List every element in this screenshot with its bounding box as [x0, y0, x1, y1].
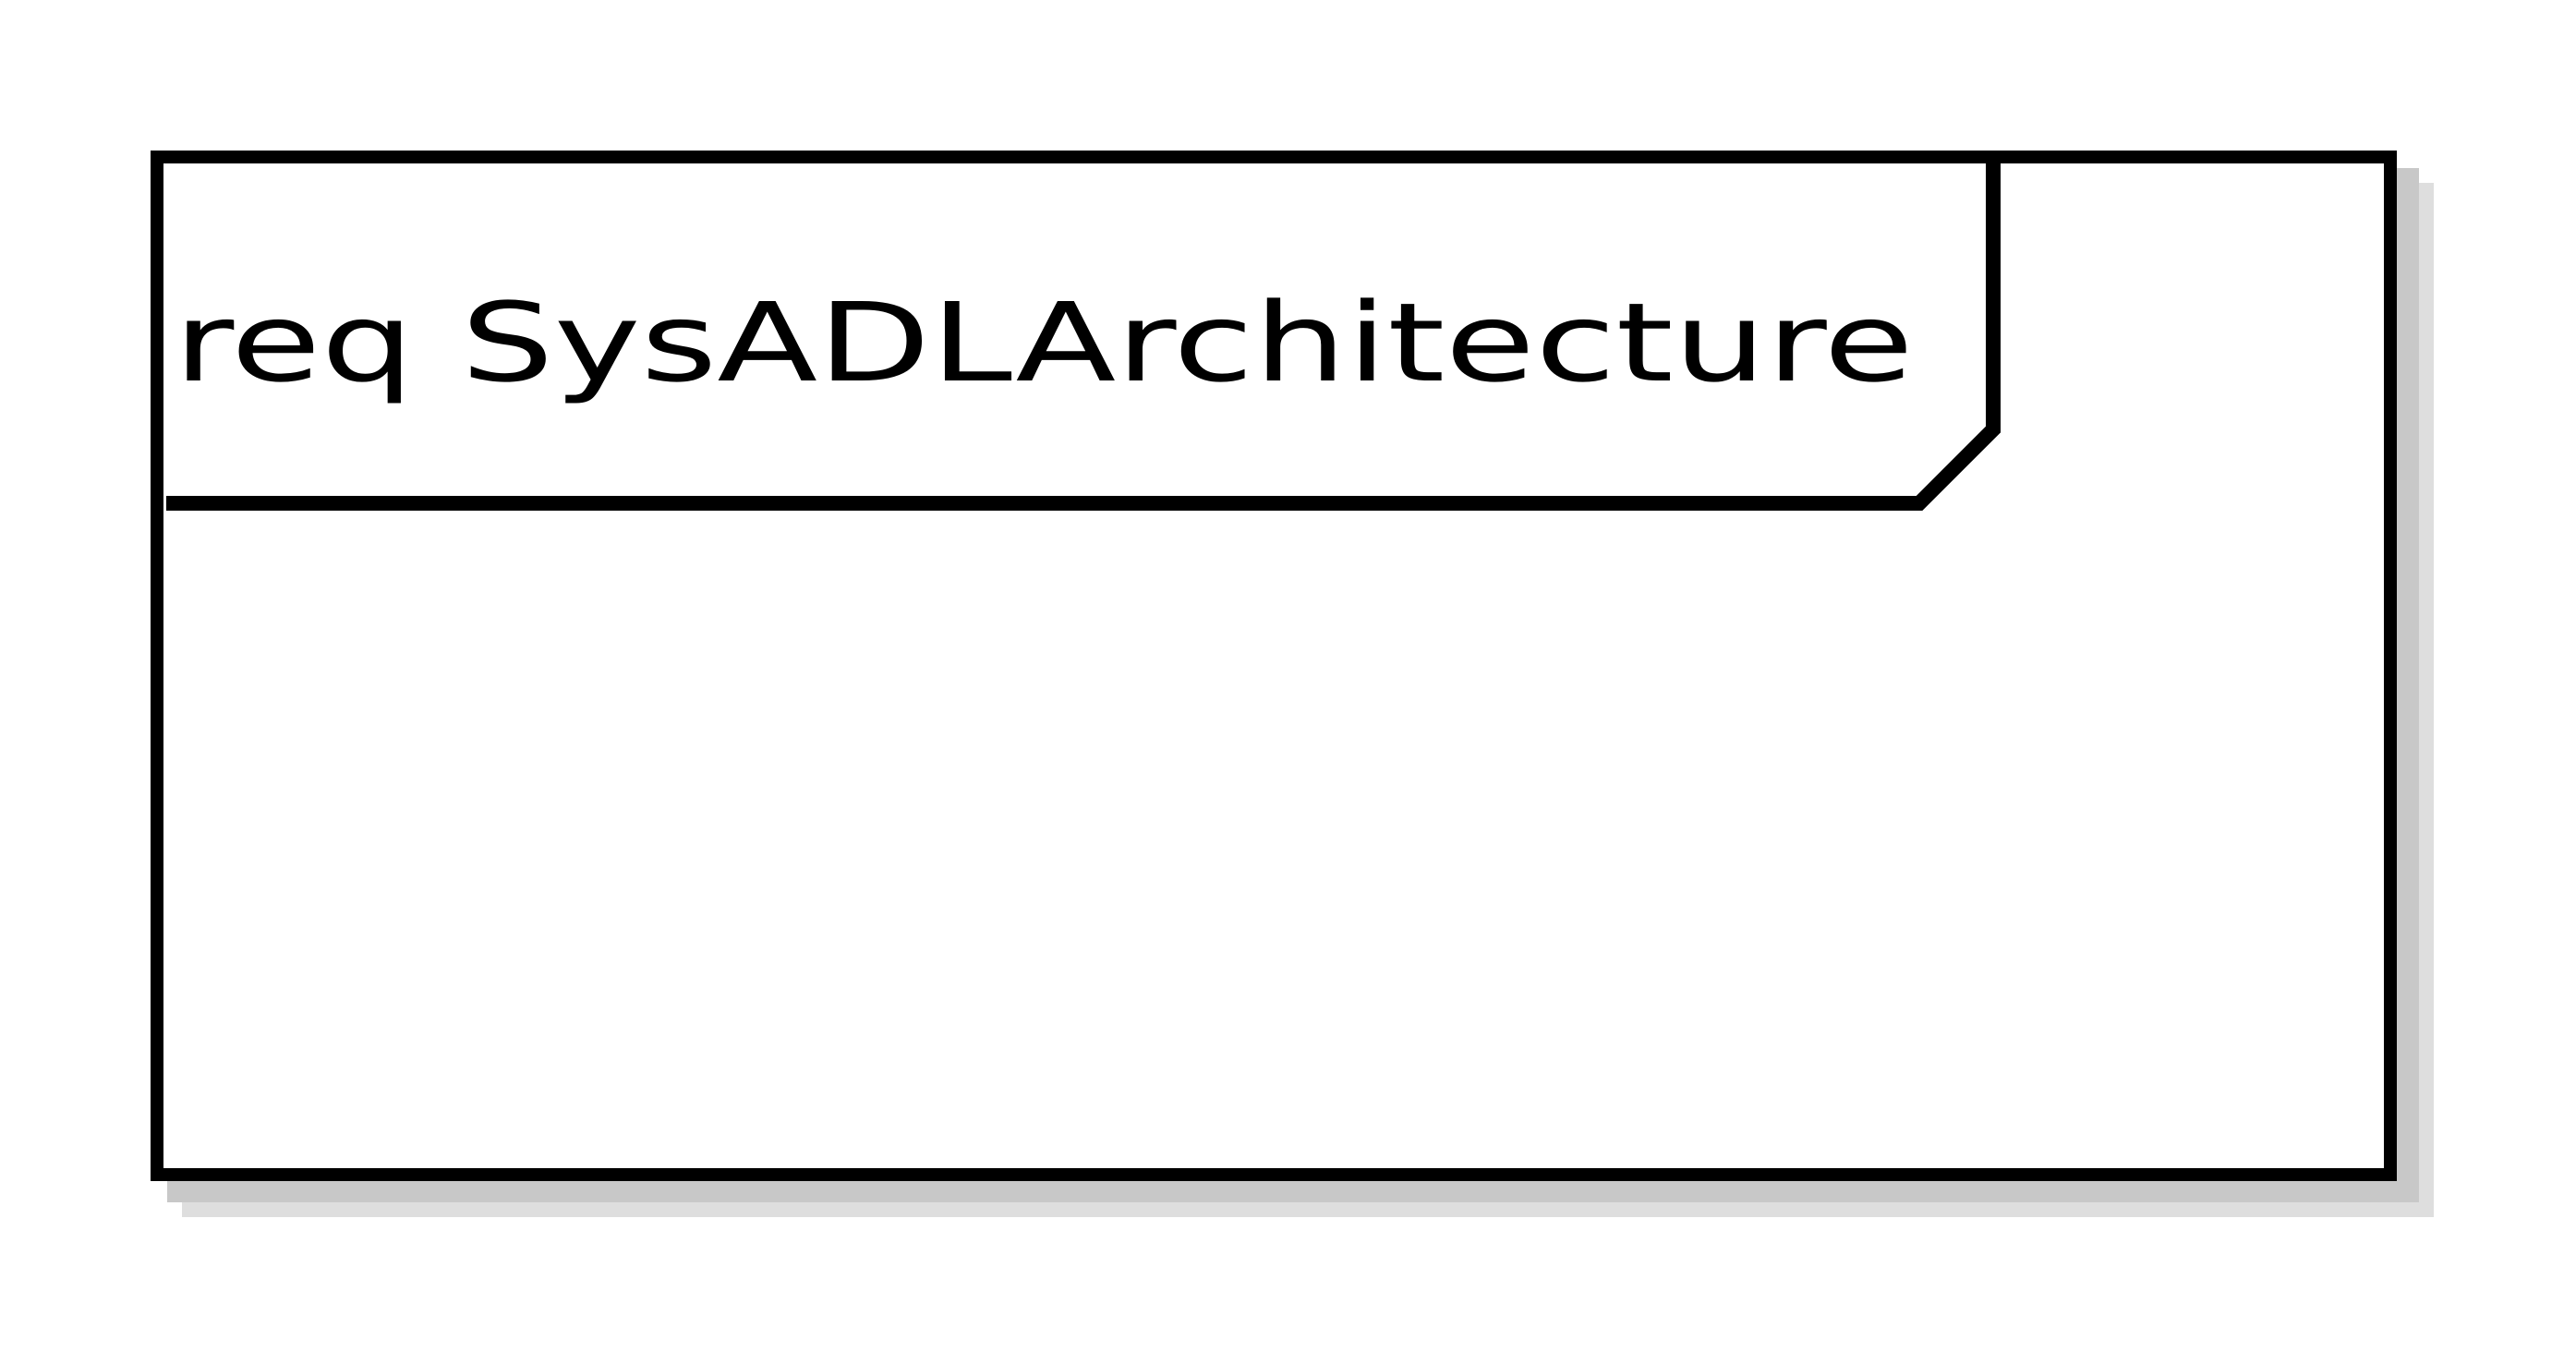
frame-name-tab — [166, 157, 2001, 511]
frame-title: req SysADLArchitecture — [174, 279, 1914, 406]
diagram-frame[interactable] — [151, 151, 2397, 1181]
